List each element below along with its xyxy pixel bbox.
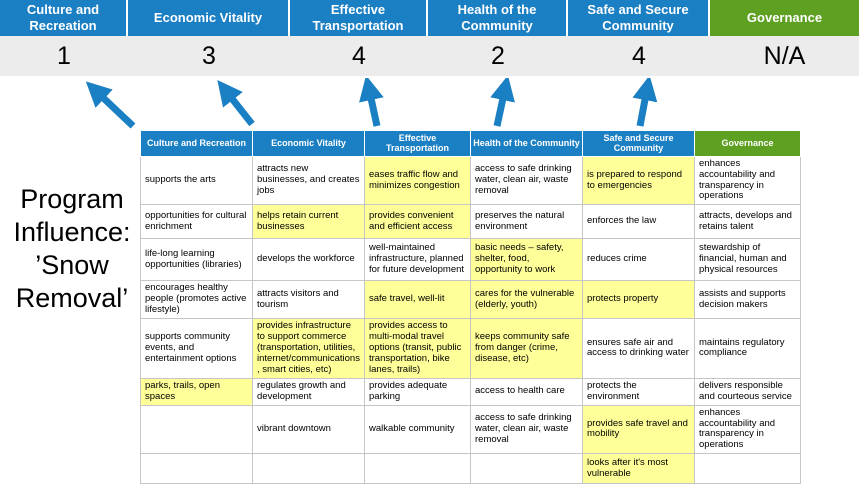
table-cell-r3-c6: stewardship of financial, human and phys… — [694, 238, 801, 282]
influence-table-head: Culture and Recreation Economic Vitality E… — [140, 130, 801, 157]
arrow-icon-culture — [85, 81, 136, 129]
table-cell-r3-c1: life-long learning opportunities (librar… — [140, 238, 253, 282]
table-cell-r3-c5: reduces crime — [582, 238, 695, 282]
table-row-2: opportunities for cultural enrichment hel… — [140, 204, 801, 240]
table-cell-r1-c1: supports the arts — [140, 155, 253, 206]
table-cell-r7-c1 — [140, 404, 253, 455]
summary-score-6: N/A — [763, 41, 806, 70]
table-cell-r1-c3: eases traffic flow and minimizes congest… — [364, 155, 471, 206]
table-cell-r1-c6: enhances accountability and transparency… — [694, 155, 801, 206]
table-cell-r6-c6: delivers responsible and courteous servi… — [694, 377, 801, 406]
table-cell-r4-c2: attracts visitors and tourism — [252, 280, 365, 320]
table-cell-r6-c3: provides adequate parking — [364, 377, 471, 406]
table-cell-r8-c3 — [364, 453, 471, 484]
table-cell-r6-c2: regulates growth and development — [252, 377, 365, 406]
influence-arrows — [85, 78, 658, 129]
summary-header-5: Safe and Secure Community — [568, 0, 710, 36]
table-header-1: Culture and Recreation — [140, 130, 253, 157]
summary-header-row: Culture and Recreation Economic Vitality E… — [0, 0, 859, 36]
table-cell-r2-c1: opportunities for cultural enrichment — [140, 204, 253, 240]
table-cell-r3-c3: well-maintained infrastructure, planned … — [364, 238, 471, 282]
table-cell-r8-c1 — [140, 453, 253, 484]
table-cell-r4-c3: safe travel, well-lit — [364, 280, 471, 320]
table-cell-r2-c5: enforces the law — [582, 204, 695, 240]
summary-header-6: Governance — [710, 0, 859, 36]
page-title: Program Influence: ’Snow Removal’ — [13, 184, 131, 313]
summary-score-3: 4 — [352, 41, 366, 70]
table-cell-r1-c2: attracts new businesses, and creates job… — [252, 155, 365, 206]
table-cell-r7-c5: provides safe travel and mobility — [582, 404, 695, 455]
table-cell-r5-c3: provides access to multi-modal travel op… — [364, 318, 471, 379]
table-cell-r4-c6: assists and supports decision makers — [694, 280, 801, 320]
table-header-3: Effective Transportation — [364, 130, 471, 157]
table-cell-r5-c6: maintains regulatory compliance — [694, 318, 801, 379]
table-cell-r6-c4: access to health care — [470, 377, 583, 406]
summary-header-3: Effective Transportation — [290, 0, 428, 36]
table-cell-r4-c1: encourages healthy people (promotes acti… — [140, 280, 253, 320]
table-cell-r2-c6: attracts, develops and retains talent — [694, 204, 801, 240]
summary-score-row: 1 3 4 2 4 N/A — [0, 36, 859, 76]
table-cell-r6-c5: protects the environment — [582, 377, 695, 406]
table-row-1: supports the arts attracts new businesses… — [140, 155, 801, 206]
table-header-row: Culture and Recreation Economic Vitality E… — [140, 130, 801, 157]
table-cell-r1-c4: access to safe drinking water, clean air… — [470, 155, 583, 206]
table-row-8: looks after it's most vulnerable — [140, 453, 801, 484]
table-cell-r7-c2: vibrant downtown — [252, 404, 365, 455]
arrow-icon-economic — [217, 80, 255, 127]
table-row-3: life-long learning opportunities (librar… — [140, 238, 801, 282]
table-cell-r2-c2: helps retain current businesses — [252, 204, 365, 240]
table-cell-r2-c4: preserves the natural environment — [470, 204, 583, 240]
arrow-icon-health — [490, 78, 515, 127]
table-cell-r7-c3: walkable community — [364, 404, 471, 455]
table-row-5: supports community events, and entertain… — [140, 318, 801, 379]
summary-score-2: 3 — [202, 41, 216, 70]
arrow-icon-safe — [632, 78, 658, 127]
table-row-7: vibrant downtown walkable community access… — [140, 404, 801, 455]
table-header-4: Health of the Community — [470, 130, 583, 157]
table-header-2: Economic Vitality — [252, 130, 365, 157]
table-cell-r5-c4: keeps community safe from danger (crime,… — [470, 318, 583, 379]
table-cell-r5-c5: ensures safe air and access to drinking … — [582, 318, 695, 379]
arrow-icon-transportation — [359, 78, 384, 127]
table-cell-r3-c4: basic needs – safety, shelter, food, opp… — [470, 238, 583, 282]
table-row-4: encourages healthy people (promotes acti… — [140, 280, 801, 320]
influence-table-body: supports the arts attracts new businesses… — [140, 155, 801, 484]
summary-header-4: Health of the Community — [428, 0, 568, 36]
summary-score-5: 4 — [632, 41, 646, 70]
table-cell-r1-c5: is prepared to respond to emergencies — [582, 155, 695, 206]
table-header-5: Safe and Secure Community — [582, 130, 695, 157]
table-cell-r8-c4 — [470, 453, 583, 484]
table-cell-r8-c6 — [694, 453, 801, 484]
influence-table: Culture and Recreation Economic Vitality E… — [140, 130, 801, 484]
summary-score-1: 1 — [57, 41, 71, 70]
summary-score-4: 2 — [491, 41, 505, 70]
table-cell-r6-c1: parks, trails, open spaces — [140, 377, 253, 406]
table-cell-r4-c4: cares for the vulnerable (elderly, youth… — [470, 280, 583, 320]
table-cell-r7-c6: enhances accountability and transparency… — [694, 404, 801, 455]
table-cell-r8-c2 — [252, 453, 365, 484]
table-cell-r5-c2: provides infrastructure to support comme… — [252, 318, 365, 379]
table-header-6: Governance — [694, 130, 801, 157]
table-cell-r5-c1: supports community events, and entertain… — [140, 318, 253, 379]
table-cell-r8-c5: looks after it's most vulnerable — [582, 453, 695, 484]
table-row-6: parks, trails, open spaces regulates grow… — [140, 377, 801, 406]
table-cell-r7-c4: access to safe drinking water, clean air… — [470, 404, 583, 455]
summary-header-1: Culture and Recreation — [0, 0, 128, 36]
summary-header-2: Economic Vitality — [128, 0, 290, 36]
table-cell-r2-c3: provides convenient and efficient access — [364, 204, 471, 240]
table-cell-r3-c2: develops the workforce — [252, 238, 365, 282]
table-cell-r4-c5: protects property — [582, 280, 695, 320]
